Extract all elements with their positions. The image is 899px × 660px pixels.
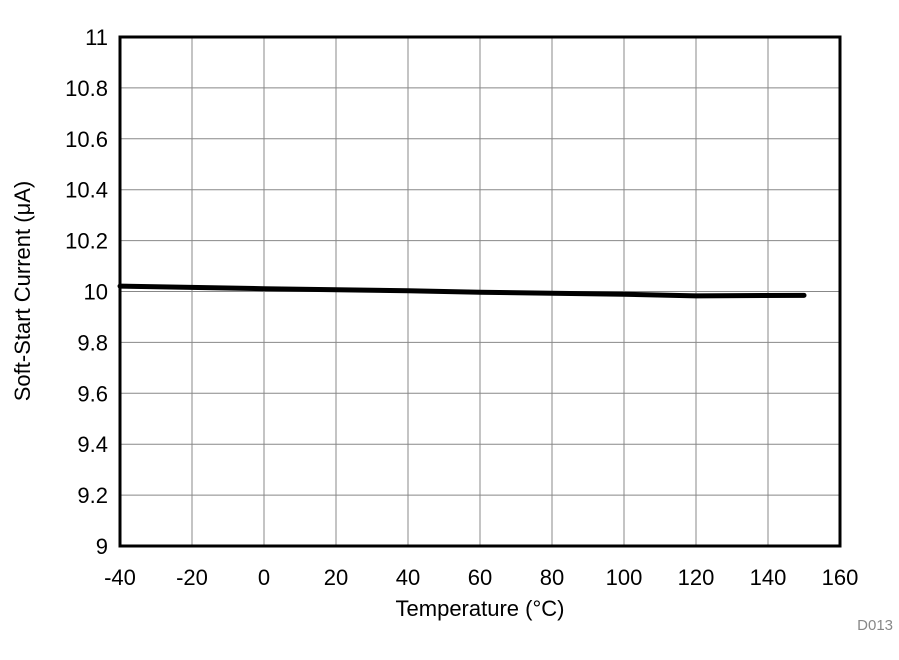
y-tick-label: 9.6: [77, 381, 108, 406]
x-tick-label: 60: [468, 565, 492, 590]
y-tick-label: 10.2: [65, 229, 108, 254]
y-tick-label: 10: [84, 280, 108, 305]
y-tick-label: 9: [96, 534, 108, 559]
x-tick-label: 40: [396, 565, 420, 590]
y-tick-label: 10.4: [65, 178, 108, 203]
x-axis-label: Temperature (°C): [396, 596, 565, 621]
y-tick-label: 9.8: [77, 330, 108, 355]
y-tick-label: 9.2: [77, 483, 108, 508]
series-line: [117, 283, 807, 299]
x-tick-label: 80: [540, 565, 564, 590]
x-tick-label: 120: [678, 565, 715, 590]
figure-id: D013: [857, 617, 893, 634]
x-tick-label: -40: [104, 565, 136, 590]
plot-frame: [118, 35, 842, 548]
y-tick-label: 9.4: [77, 432, 108, 457]
x-tick-label: 20: [324, 565, 348, 590]
x-tick-label: 140: [750, 565, 787, 590]
x-tick-label: -20: [176, 565, 208, 590]
x-tick-label: 160: [822, 565, 859, 590]
y-tick-label: 10.6: [65, 127, 108, 152]
tick-labels: -40 -20 0 20 40 60 80 100 120 140 160 9 9.2 9.4 9.6 9.8…: [65, 25, 858, 590]
y-tick-label: 10.8: [65, 76, 108, 101]
x-tick-label: 100: [606, 565, 643, 590]
y-axis-label: Soft-Start Current (μA): [10, 181, 35, 402]
x-tick-label: 0: [258, 565, 270, 590]
y-tick-label: 11: [85, 25, 108, 50]
